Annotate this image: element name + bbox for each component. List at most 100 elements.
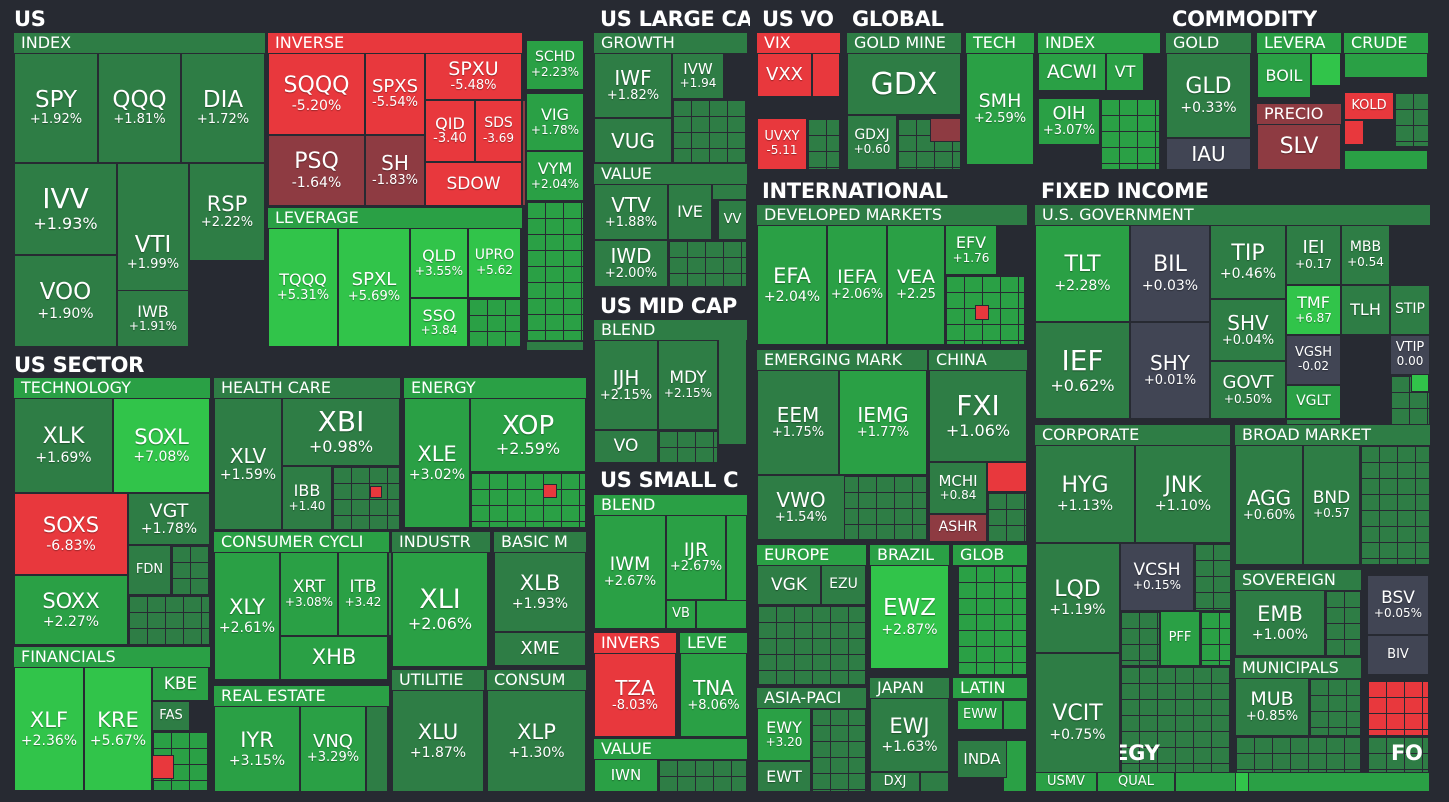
ticker-tile-emb[interactable]: EMB +1.00% bbox=[1235, 590, 1325, 656]
sector-header-international[interactable]: INTERNATIONAL bbox=[762, 179, 948, 203]
industry-header-china[interactable]: CHINA bbox=[929, 350, 1027, 370]
ticker-tile-ewz[interactable]: EWZ +2.87% bbox=[870, 565, 949, 669]
ticker-tile-boil[interactable]: BOIL bbox=[1257, 53, 1311, 98]
ticker-tile-pff[interactable]: PFF bbox=[1160, 611, 1200, 666]
sector-header-fixed-income[interactable]: FIXED INCOME bbox=[1041, 179, 1209, 203]
industry-header-emerging-mark[interactable]: EMERGING MARK bbox=[757, 350, 927, 370]
ticker-tile-vgk[interactable]: VGK bbox=[757, 565, 821, 605]
ticker-tile-oih[interactable]: OIH +3.07% bbox=[1038, 98, 1100, 145]
industry-header-crude[interactable]: CRUDE bbox=[1344, 33, 1428, 53]
industry-header-value[interactable]: VALUE bbox=[594, 739, 747, 759]
ticker-tile-mchi[interactable]: MCHI +0.84 bbox=[929, 462, 987, 514]
ticker-tile-ewj[interactable]: EWJ +1.63% bbox=[870, 698, 949, 772]
industry-header-broad-market[interactable]: BROAD MARKET bbox=[1235, 425, 1430, 445]
ticker-tile-xlb[interactable]: XLB +1.93% bbox=[494, 552, 586, 632]
industry-header-real-estate[interactable]: REAL ESTATE bbox=[214, 686, 389, 706]
ticker-tile-xrt[interactable]: XRT +3.08% bbox=[280, 552, 338, 636]
ticker-tile-ewy[interactable]: EWY +3.20 bbox=[757, 708, 811, 761]
ticker-tile-lqd[interactable]: LQD +1.19% bbox=[1035, 543, 1120, 653]
ticker-tile-xlp[interactable]: XLP +1.30% bbox=[487, 690, 586, 792]
ticker-tile-ibb[interactable]: IBB +1.40 bbox=[282, 466, 332, 530]
industry-header-leve[interactable]: LEVE bbox=[680, 633, 747, 653]
ticker-tile-stip[interactable]: STIP bbox=[1390, 285, 1430, 335]
ticker-tile-xme[interactable]: XME bbox=[494, 632, 586, 666]
industry-header-value[interactable]: VALUE bbox=[594, 164, 747, 184]
ticker-tile-xlf[interactable]: XLF +2.36% bbox=[14, 667, 84, 791]
ticker-tile-iwn[interactable]: IWN bbox=[594, 759, 658, 792]
ticker-tile-xlk[interactable]: XLK +1.69% bbox=[14, 398, 113, 493]
ticker-tile-vea[interactable]: VEA +2.25 bbox=[887, 225, 945, 345]
ticker-tile-qqq[interactable]: QQQ +1.81% bbox=[98, 53, 181, 163]
ticker-tile-xli[interactable]: XLI +2.06% bbox=[392, 552, 488, 667]
ticker-tile-vxx[interactable]: VXX bbox=[757, 53, 812, 97]
ticker-tile-tlh[interactable]: TLH bbox=[1341, 285, 1390, 335]
industry-header-inverse[interactable]: INVERSE bbox=[268, 33, 522, 53]
ticker-tile-xly[interactable]: XLY +2.61% bbox=[214, 552, 280, 680]
ticker-tile-fxi[interactable]: FXI +1.06% bbox=[929, 370, 1027, 462]
ticker-tile-xhb[interactable]: XHB bbox=[280, 636, 388, 680]
ticker-tile-smh[interactable]: SMH +2.59% bbox=[966, 53, 1034, 165]
ticker-tile-vb[interactable]: VB bbox=[666, 600, 696, 629]
industry-header-financials[interactable]: FINANCIALS bbox=[14, 647, 210, 667]
sector-header-us[interactable]: US bbox=[14, 7, 46, 31]
sector-header-us-large-ca[interactable]: US LARGE CA bbox=[600, 7, 750, 31]
ticker-tile-ijr[interactable]: IJR +2.67% bbox=[666, 515, 726, 600]
ticker-tile-vnq[interactable]: VNQ +3.29% bbox=[300, 706, 366, 792]
ticker-tile-hyg[interactable]: HYG +1.13% bbox=[1035, 445, 1135, 543]
industry-header-industr[interactable]: INDUSTR bbox=[392, 532, 490, 552]
industry-header-gold-mine[interactable]: GOLD MINE bbox=[847, 33, 961, 53]
industry-header-leverage[interactable]: LEVERAGE bbox=[268, 208, 522, 228]
ticker-tile-fdn[interactable]: FDN bbox=[128, 545, 171, 595]
ticker-tile-upro[interactable]: UPRO +5.62 bbox=[468, 228, 521, 298]
sector-header-commodity[interactable]: COMMODITY bbox=[1172, 7, 1317, 31]
ticker-tile-uvxy[interactable]: UVXY -5.11 bbox=[757, 118, 807, 170]
ticker-tile-dxj[interactable]: DXJ bbox=[870, 772, 920, 792]
industry-header-u-s-government[interactable]: U.S. GOVERNMENT bbox=[1035, 205, 1430, 225]
industry-header-consum[interactable]: CONSUM bbox=[487, 670, 586, 690]
ticker-tile-sqqq[interactable]: SQQQ -5.20% bbox=[268, 53, 365, 135]
ticker-tile-qld[interactable]: QLD +3.55% bbox=[410, 228, 468, 298]
ticker-tile-vv[interactable]: VV bbox=[718, 200, 747, 240]
ticker-tile-tna[interactable]: TNA +8.06% bbox=[680, 653, 747, 737]
ticker-tile-ivv[interactable]: IVV +1.93% bbox=[14, 163, 117, 255]
industry-header-developed-markets[interactable]: DEVELOPED MARKETS bbox=[757, 205, 1027, 225]
ticker-tile-slv[interactable]: SLV bbox=[1257, 124, 1341, 170]
sector-header-us-sector[interactable]: US SECTOR bbox=[14, 353, 145, 377]
ticker-tile-fas[interactable]: FAS bbox=[152, 701, 190, 731]
industry-header-health-care[interactable]: HEALTH CARE bbox=[214, 378, 400, 398]
ticker-tile-vcsh[interactable]: VCSH +0.15% bbox=[1120, 543, 1194, 611]
ticker-tile-iau[interactable]: IAU bbox=[1166, 138, 1251, 170]
ticker-tile-xop[interactable]: XOP +2.59% bbox=[470, 398, 586, 472]
ticker-tile-agg[interactable]: AGG +0.60% bbox=[1235, 445, 1303, 565]
ticker-tile-voo[interactable]: VOO +1.90% bbox=[14, 255, 117, 347]
ticker-tile-tlt[interactable]: TLT +2.28% bbox=[1035, 225, 1130, 322]
sector-header-us-mid-cap[interactable]: US MID CAP bbox=[600, 294, 737, 318]
ticker-tile-sds[interactable]: SDS -3.69 bbox=[475, 100, 522, 162]
ticker-tile-qid[interactable]: QID -3.40 bbox=[425, 100, 475, 162]
ticker-tile-soxl[interactable]: SOXL +7.08% bbox=[113, 398, 210, 493]
ticker-tile-kre[interactable]: KRE +5.67% bbox=[84, 667, 152, 791]
ticker-tile-ijh[interactable]: IJH +2.15% bbox=[594, 340, 658, 430]
industry-header-tech[interactable]: TECH bbox=[966, 33, 1034, 53]
ticker-tile-bnd[interactable]: BND +0.57 bbox=[1303, 445, 1360, 565]
ticker-tile-iefa[interactable]: IEFA +2.06% bbox=[827, 225, 887, 345]
ticker-tile-vtv[interactable]: VTV +1.88% bbox=[594, 184, 668, 240]
industry-header-gold[interactable]: GOLD bbox=[1166, 33, 1251, 53]
ticker-tile-inda[interactable]: INDA bbox=[957, 740, 1007, 778]
ticker-tile-tqqq[interactable]: TQQQ +5.31% bbox=[268, 228, 338, 347]
ticker-tile-iemg[interactable]: IEMG +1.77% bbox=[839, 370, 927, 475]
ticker-tile-acwi[interactable]: ACWI bbox=[1038, 53, 1106, 91]
ticker-tile-gld[interactable]: GLD +0.33% bbox=[1166, 53, 1251, 138]
ticker-tile-jnk[interactable]: JNK +1.10% bbox=[1135, 445, 1231, 543]
ticker-tile-vig[interactable]: VIG +1.78% bbox=[526, 93, 584, 151]
ticker-tile-ivw[interactable]: IVW +1.94 bbox=[672, 53, 724, 99]
ticker-tile-itb[interactable]: ITB +3.42 bbox=[338, 552, 388, 636]
ticker-tile-xlu[interactable]: XLU +1.87% bbox=[392, 690, 484, 792]
industry-header-blend[interactable]: BLEND bbox=[594, 320, 747, 340]
industry-header-latin[interactable]: LATIN bbox=[953, 678, 1027, 698]
ticker-tile-shy[interactable]: SHY +0.01% bbox=[1130, 322, 1210, 419]
ticker-tile-vglt[interactable]: VGLT bbox=[1286, 385, 1341, 419]
ticker-tile-spxs[interactable]: SPXS -5.54% bbox=[365, 53, 425, 135]
industry-header-levera[interactable]: LEVERA bbox=[1257, 33, 1341, 53]
industry-header-corporate[interactable]: CORPORATE bbox=[1035, 425, 1230, 445]
